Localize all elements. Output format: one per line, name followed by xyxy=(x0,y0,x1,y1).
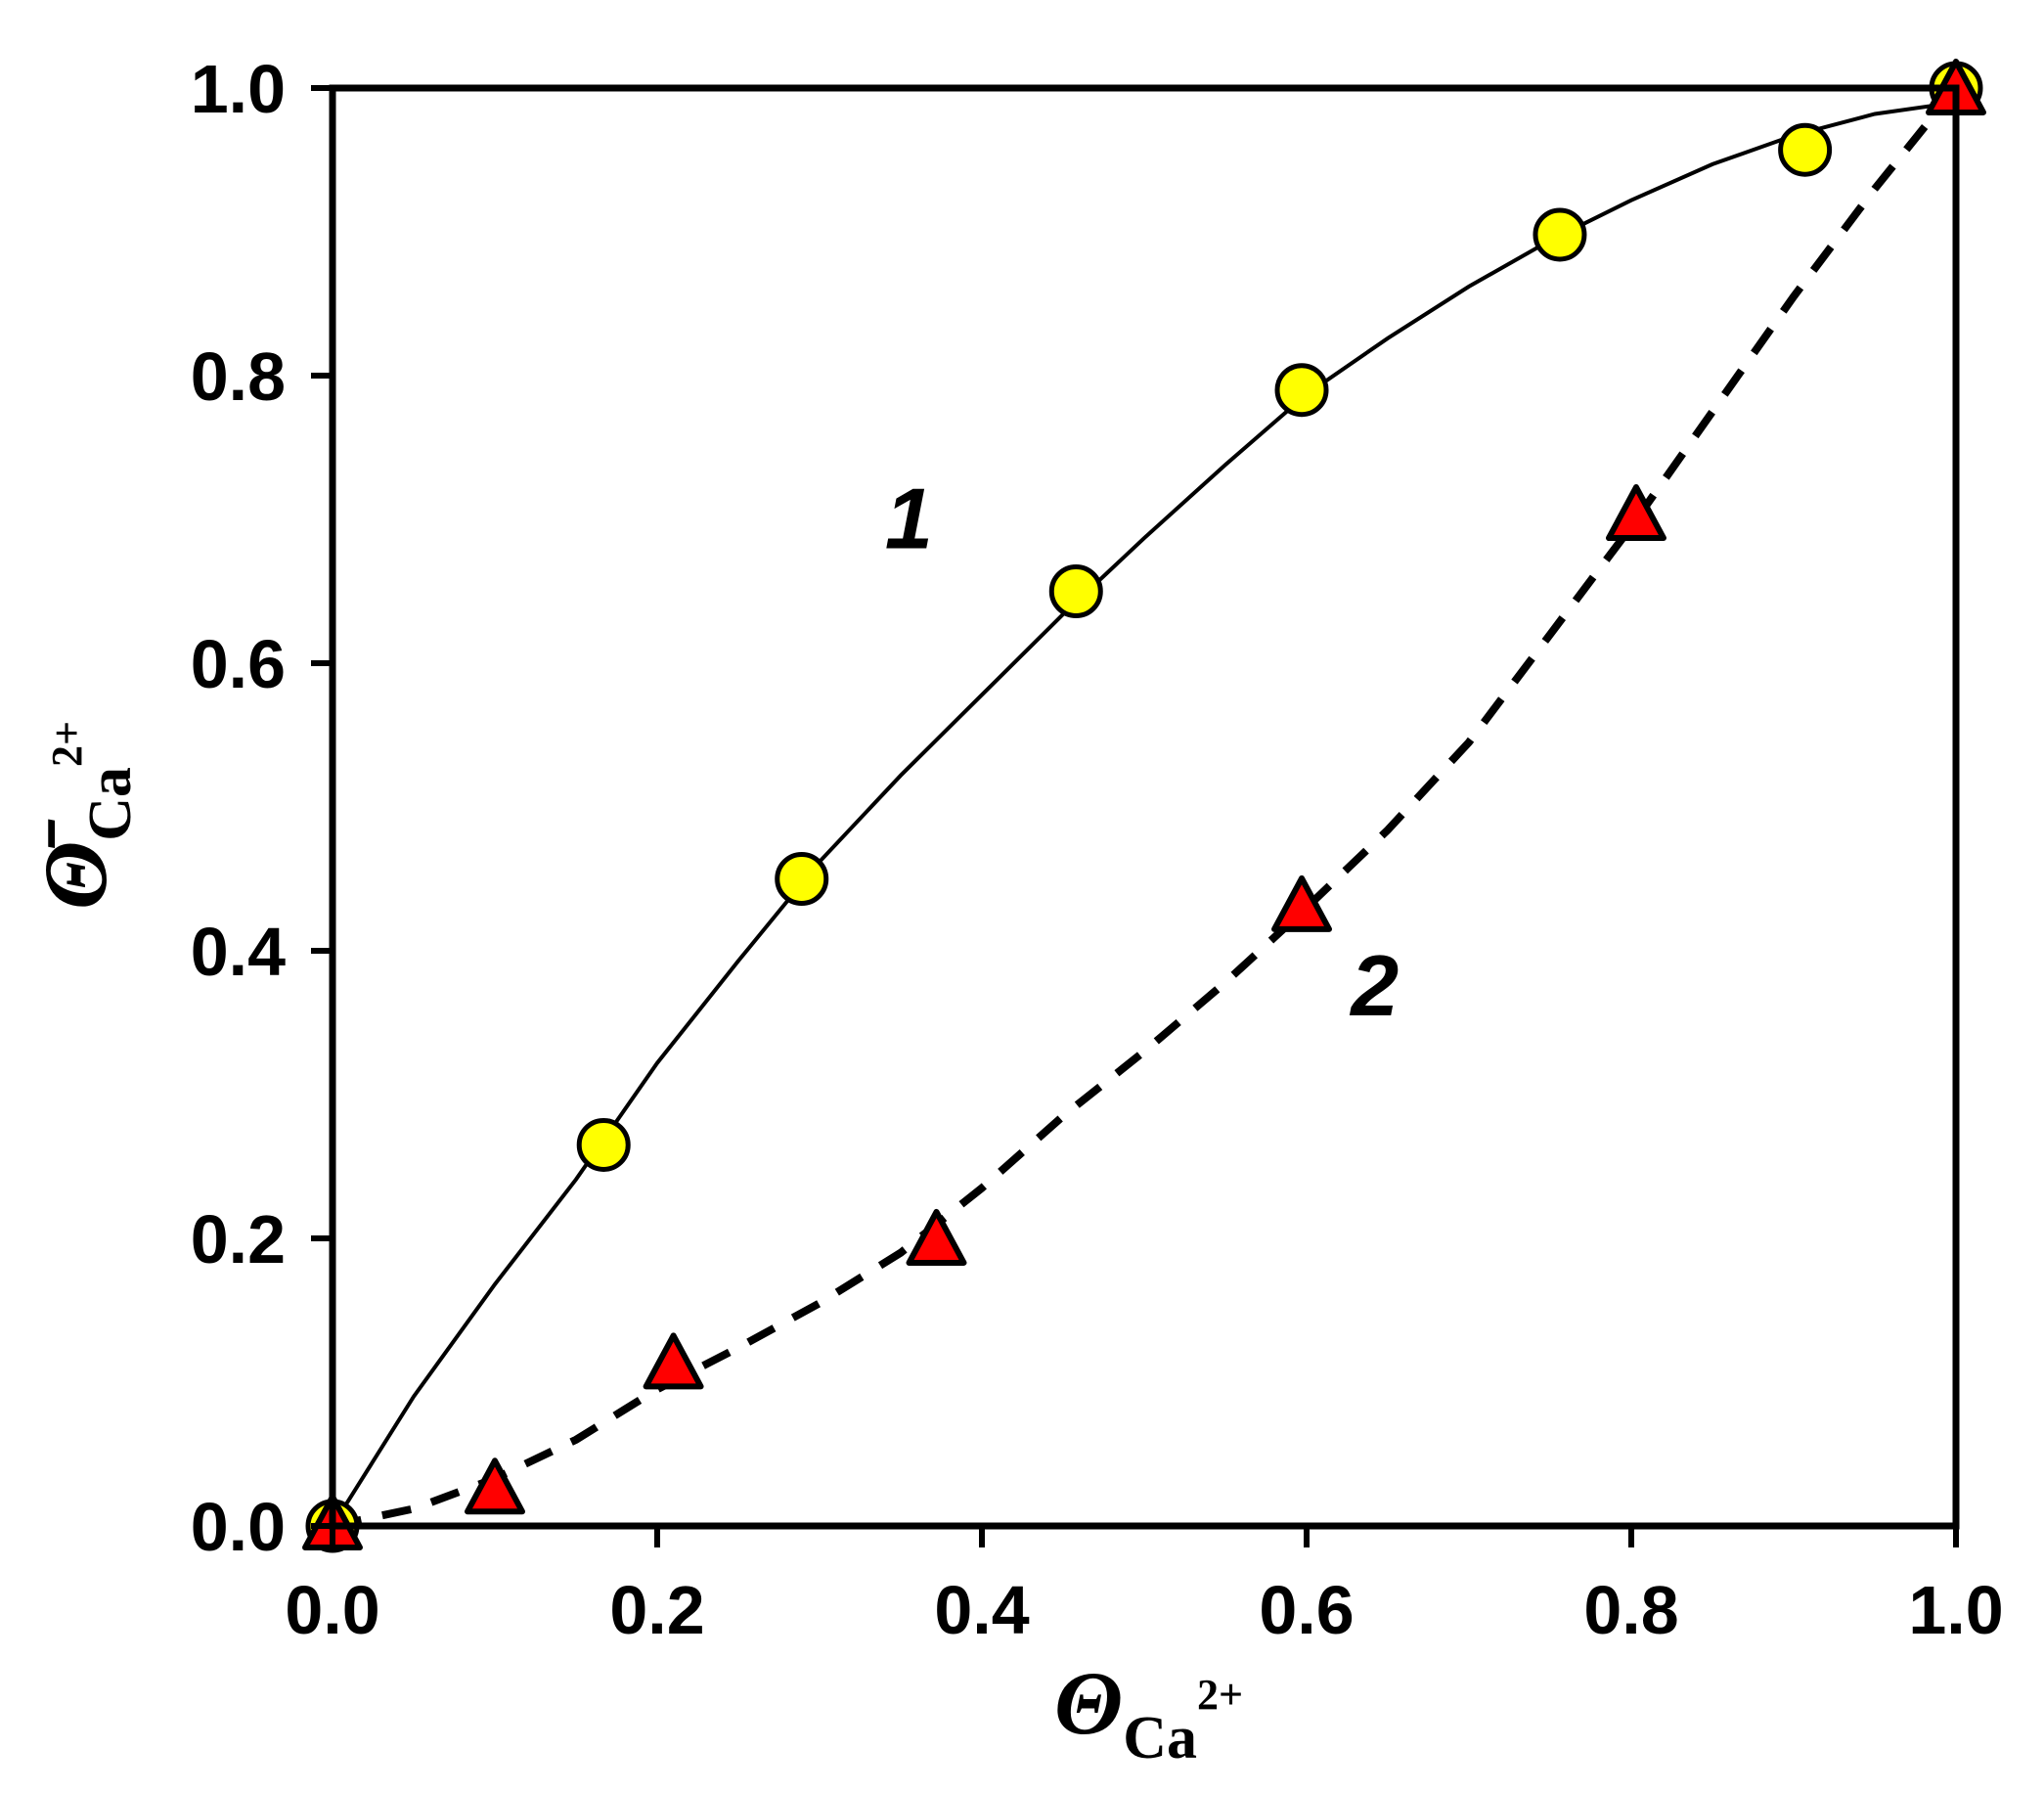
curve-label-1: 1 xyxy=(885,470,933,566)
x-axis-subscript: Ca xyxy=(1123,1705,1197,1771)
axis-ticks xyxy=(311,85,1959,1547)
curve-label-2: 2 xyxy=(1349,937,1399,1034)
series-1-point-5 xyxy=(1274,363,1329,418)
series-1-point-3 xyxy=(775,852,829,906)
y-tick-label-0: 0.0 xyxy=(191,1489,286,1565)
y-tick-label-3: 0.6 xyxy=(191,626,286,702)
series-2-point-5 xyxy=(1271,874,1333,932)
x-tick-label-4: 0.8 xyxy=(1583,1572,1678,1648)
x-tick-label-0: 0.0 xyxy=(285,1572,379,1648)
y-tick-label-2: 0.4 xyxy=(191,914,286,990)
svg-text:Θ̄Ca2+: Θ̄Ca2+ xyxy=(25,721,144,910)
curve-annotations: 12 xyxy=(885,470,1399,1034)
fit-curve-1 xyxy=(331,100,1957,1528)
y-axis-superscript: 2+ xyxy=(43,721,91,767)
tick-labels: 0.0 0.2 0.4 0.6 0.8 1.0 0.0 0.2 0.4 0.6 0.8 1.0 xyxy=(191,51,2004,1648)
series-1-point-7 xyxy=(1778,122,1833,177)
x-axis-title: ΘCa2+ xyxy=(1054,1653,1243,1771)
y-axis-title: Θ̄Ca2+ xyxy=(25,721,144,910)
series-1-point-4 xyxy=(1048,564,1103,618)
x-tick-label-3: 0.6 xyxy=(1259,1572,1354,1648)
series-2-point-2 xyxy=(465,1457,525,1515)
fit-curves xyxy=(331,85,1960,1530)
data-markers xyxy=(302,58,1986,1553)
plot-frame xyxy=(329,84,1960,1530)
series-2-point-3 xyxy=(643,1332,704,1390)
y-tick-label-1: 0.2 xyxy=(191,1201,286,1278)
x-tick-label-5: 1.0 xyxy=(1908,1572,2003,1648)
y-axis-subscript: Ca xyxy=(77,767,144,841)
x-axis-superscript: 2+ xyxy=(1197,1671,1243,1719)
fit-curve-2 xyxy=(332,85,1960,1530)
series-1-point-6 xyxy=(1533,207,1587,262)
x-tick-label-1: 0.2 xyxy=(609,1572,704,1648)
series-2-point-4 xyxy=(906,1208,967,1266)
series-1-point-2 xyxy=(576,1117,631,1172)
series-2-point-6 xyxy=(1605,484,1666,542)
y-tick-label-4: 0.8 xyxy=(191,338,286,415)
x-axis-symbol: Θ xyxy=(1054,1653,1123,1753)
y-tick-label-5: 1.0 xyxy=(191,51,286,127)
x-tick-label-2: 0.4 xyxy=(934,1572,1029,1648)
